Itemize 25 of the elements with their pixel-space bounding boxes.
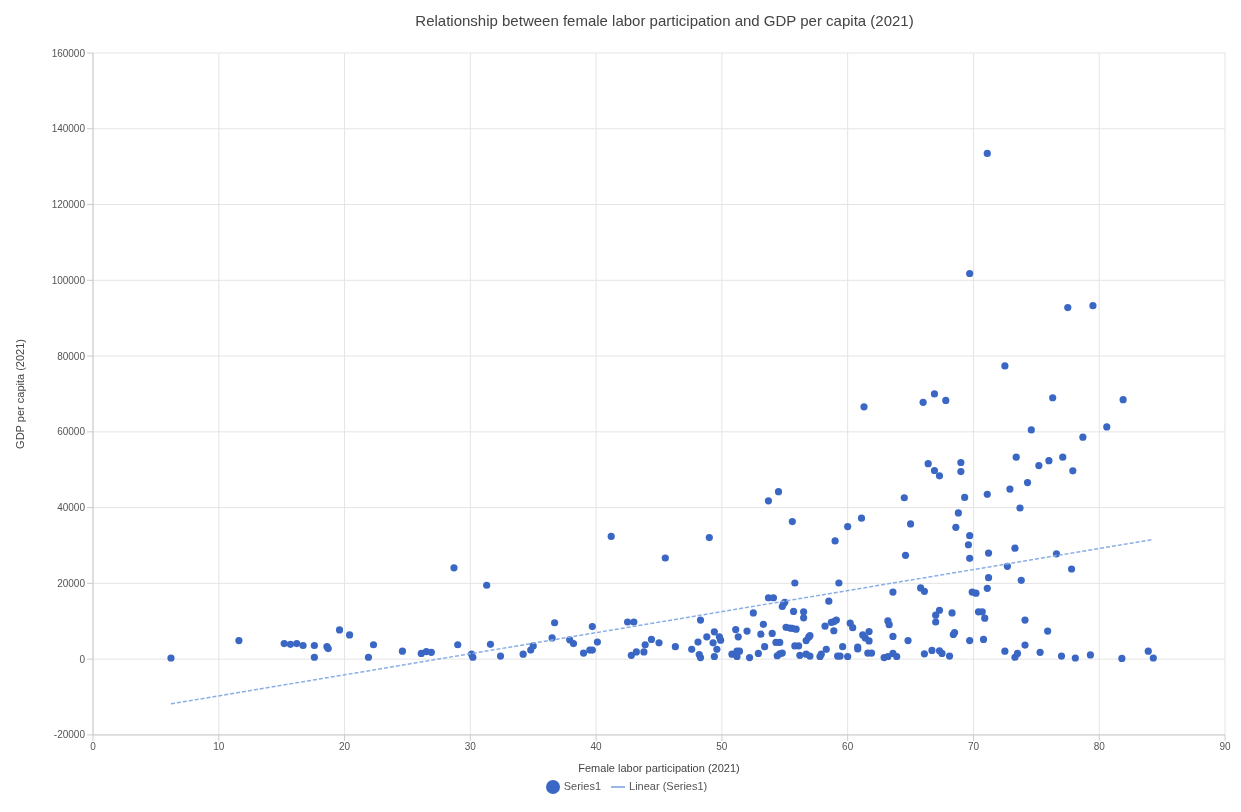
x-tick-label: 10 <box>213 741 225 753</box>
x-tick-label: 40 <box>590 741 603 753</box>
legend-label: Linear (Series1) <box>629 779 708 792</box>
x-tick-label: 0 <box>90 741 97 753</box>
x-tick-label: 90 <box>1219 741 1231 753</box>
y-axis-title: GDP per capita (2021) <box>13 339 26 449</box>
y-tick-label: 140000 <box>51 123 86 135</box>
y-tick-label: 40000 <box>57 502 86 514</box>
y-tick-label: 80000 <box>57 350 86 362</box>
legend-label: Series1 <box>563 779 602 792</box>
x-tick-label: 60 <box>842 741 854 753</box>
y-tick-label: 20000 <box>57 577 86 589</box>
x-tick-label: 80 <box>1093 741 1106 753</box>
x-tick-label: 20 <box>338 741 351 753</box>
y-tick-label: 120000 <box>51 199 86 211</box>
y-tick-label: -20000 <box>53 729 86 741</box>
y-tick-label: 100000 <box>51 274 86 286</box>
x-tick-label: 70 <box>967 741 980 753</box>
x-tick-label: 50 <box>716 741 728 753</box>
y-tick-label: 0 <box>79 653 86 665</box>
chart-title: Relationship between female labor participation and GDP per capita (2021) <box>414 12 915 29</box>
y-tick-label: 160000 <box>51 47 86 59</box>
y-tick-label: 60000 <box>57 426 86 438</box>
x-axis-title: Female labor participation (2021) <box>578 761 740 774</box>
x-tick-label: 30 <box>464 741 477 753</box>
